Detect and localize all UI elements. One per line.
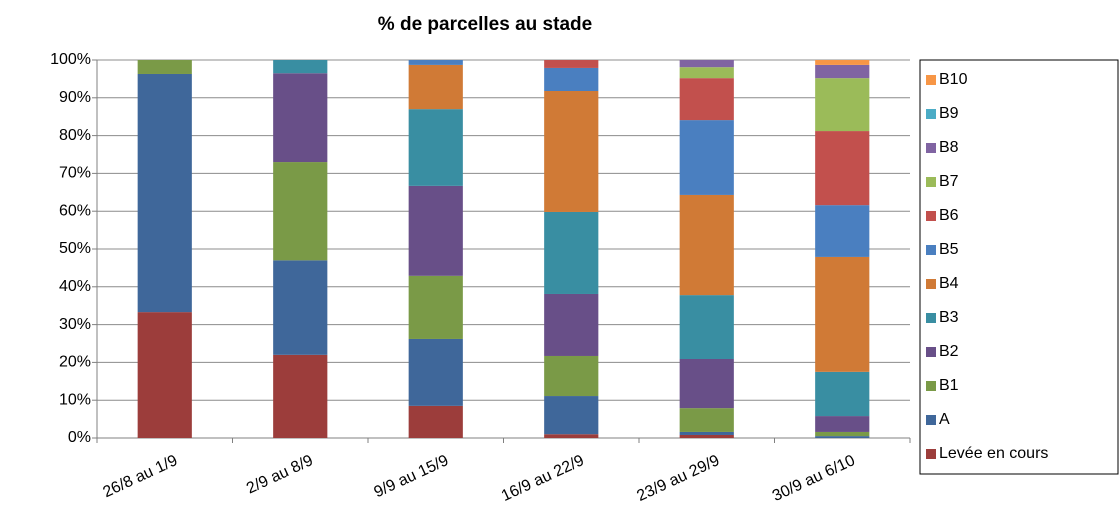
bar-segment — [408, 338, 463, 406]
y-tick-label: 100% — [50, 51, 91, 68]
legend-swatch — [926, 279, 936, 289]
x-tick-label: 2/9 au 8/9 — [244, 452, 316, 498]
y-tick-label: 40% — [59, 278, 91, 295]
bar-segment — [679, 78, 734, 121]
legend-box — [919, 59, 1119, 475]
legend-swatch — [926, 313, 936, 323]
bar-segment — [679, 431, 734, 435]
x-tick-label: 9/9 au 15/9 — [371, 452, 451, 501]
legend-swatch — [926, 177, 936, 187]
bar-segment — [273, 354, 328, 438]
bar-segment — [815, 78, 870, 132]
bar-segment — [679, 194, 734, 296]
legend-label: B2 — [939, 343, 959, 360]
bar-segment — [273, 260, 328, 355]
legend-label: B7 — [939, 173, 959, 190]
bar-segment — [679, 67, 734, 79]
x-tick-label: 23/9 au 29/9 — [634, 452, 722, 505]
bar-segment — [544, 434, 599, 438]
bar-segment — [544, 211, 599, 294]
bar-segment — [815, 371, 870, 417]
bar-segment — [815, 431, 870, 437]
legend-swatch — [926, 143, 936, 153]
legend-label: B1 — [939, 377, 959, 394]
legend-swatch — [926, 245, 936, 255]
chart-title: % de parcelles au stade — [378, 14, 592, 35]
bar-segment — [815, 205, 870, 257]
legend-label: B9 — [939, 105, 959, 122]
bar-segment — [137, 73, 192, 313]
y-tick-label: 70% — [59, 165, 91, 182]
bar-segment — [679, 434, 734, 438]
bar-segment — [544, 293, 599, 356]
y-tick-label: 60% — [59, 202, 91, 219]
legend-swatch — [926, 109, 936, 119]
bar-segment — [679, 60, 734, 68]
bar-segment — [273, 162, 328, 261]
bar-segment — [679, 408, 734, 432]
y-tick-label: 30% — [59, 316, 91, 333]
legend-swatch — [926, 449, 936, 459]
bar-segment — [137, 60, 192, 74]
bar-segment — [815, 436, 870, 438]
x-tick-label: 30/9 au 6/10 — [770, 452, 858, 505]
bar-segment — [679, 358, 734, 409]
bar-segment — [408, 275, 463, 339]
bar-segment — [815, 64, 870, 79]
bar-segment — [544, 90, 599, 212]
legend-label: B8 — [939, 139, 959, 156]
bar-segment — [544, 355, 599, 397]
legend-label: B10 — [939, 71, 968, 88]
bar-segment — [544, 67, 599, 91]
y-tick-label: 80% — [59, 127, 91, 144]
y-tick-label: 90% — [59, 89, 91, 106]
legend-swatch — [926, 75, 936, 85]
legend-label: Levée en cours — [939, 445, 1048, 462]
bar-segment — [815, 131, 870, 206]
bar-segment — [815, 60, 870, 65]
y-tick-label: 10% — [59, 391, 91, 408]
y-tick-label: 20% — [59, 354, 91, 371]
bar-segment — [544, 60, 599, 68]
bar-segment — [408, 60, 463, 65]
legend-label: B5 — [939, 241, 959, 258]
legend-swatch — [926, 211, 936, 221]
bar-segment — [679, 295, 734, 359]
legend-label: B4 — [939, 275, 959, 292]
legend-label: B6 — [939, 207, 959, 224]
legend-swatch — [926, 415, 936, 425]
legend-label: B3 — [939, 309, 959, 326]
legend-label: A — [939, 411, 950, 428]
y-tick-label: 0% — [68, 429, 91, 446]
bar-segment — [815, 256, 870, 372]
bar-segment — [408, 185, 463, 276]
bar-segment — [137, 312, 192, 438]
bar-segment — [273, 73, 328, 163]
legend-swatch — [926, 381, 936, 391]
bar-segment — [408, 405, 463, 438]
bar-segment — [544, 396, 599, 435]
bar-segment — [815, 416, 870, 432]
legend-swatch — [926, 347, 936, 357]
bar-segment — [408, 64, 463, 110]
x-tick-label: 16/9 au 22/9 — [499, 452, 587, 505]
bar-segment — [273, 60, 328, 74]
bar-segment — [679, 120, 734, 195]
bar-segment — [408, 109, 463, 186]
y-tick-label: 50% — [59, 240, 91, 257]
x-tick-label: 26/8 au 1/9 — [100, 452, 180, 501]
